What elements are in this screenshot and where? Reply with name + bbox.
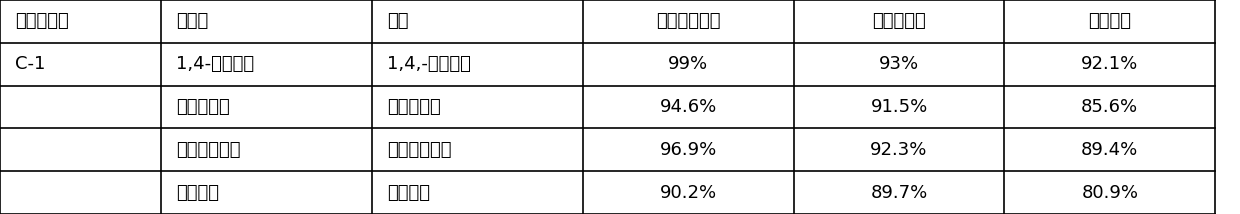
Text: 催化剂编号: 催化剂编号 xyxy=(15,12,68,30)
Text: 甲戊炔醇: 甲戊炔醇 xyxy=(176,184,219,202)
Text: 乙炔基异丙醇: 乙炔基异丙醇 xyxy=(176,141,241,159)
Text: 乙烯基异丙醇: 乙烯基异丙醇 xyxy=(387,141,451,159)
Text: 产物: 产物 xyxy=(387,12,408,30)
Text: 80.9%: 80.9% xyxy=(1081,184,1138,202)
Text: 甲基丁烯醇: 甲基丁烯醇 xyxy=(387,98,440,116)
Text: 产物收率: 产物收率 xyxy=(1089,12,1131,30)
Text: 91.5%: 91.5% xyxy=(870,98,928,116)
Text: 92.3%: 92.3% xyxy=(870,141,928,159)
Text: C-1: C-1 xyxy=(15,55,45,73)
Text: 89.7%: 89.7% xyxy=(870,184,928,202)
Text: 1,4,-丁烯二醇: 1,4,-丁烯二醇 xyxy=(387,55,471,73)
Text: 96.9%: 96.9% xyxy=(660,141,717,159)
Text: 85.6%: 85.6% xyxy=(1081,98,1138,116)
Text: 反应物转化率: 反应物转化率 xyxy=(656,12,720,30)
Text: 1,4-丁炔二醇: 1,4-丁炔二醇 xyxy=(176,55,254,73)
Text: 产物选择性: 产物选择性 xyxy=(872,12,926,30)
Text: 93%: 93% xyxy=(879,55,919,73)
Text: 89.4%: 89.4% xyxy=(1081,141,1138,159)
Text: 反应物: 反应物 xyxy=(176,12,208,30)
Text: 92.1%: 92.1% xyxy=(1081,55,1138,73)
Text: 94.6%: 94.6% xyxy=(660,98,717,116)
Text: 99%: 99% xyxy=(668,55,708,73)
Text: 甲戊烯醇: 甲戊烯醇 xyxy=(387,184,430,202)
Text: 甲基丁炔醇: 甲基丁炔醇 xyxy=(176,98,229,116)
Text: 90.2%: 90.2% xyxy=(660,184,717,202)
